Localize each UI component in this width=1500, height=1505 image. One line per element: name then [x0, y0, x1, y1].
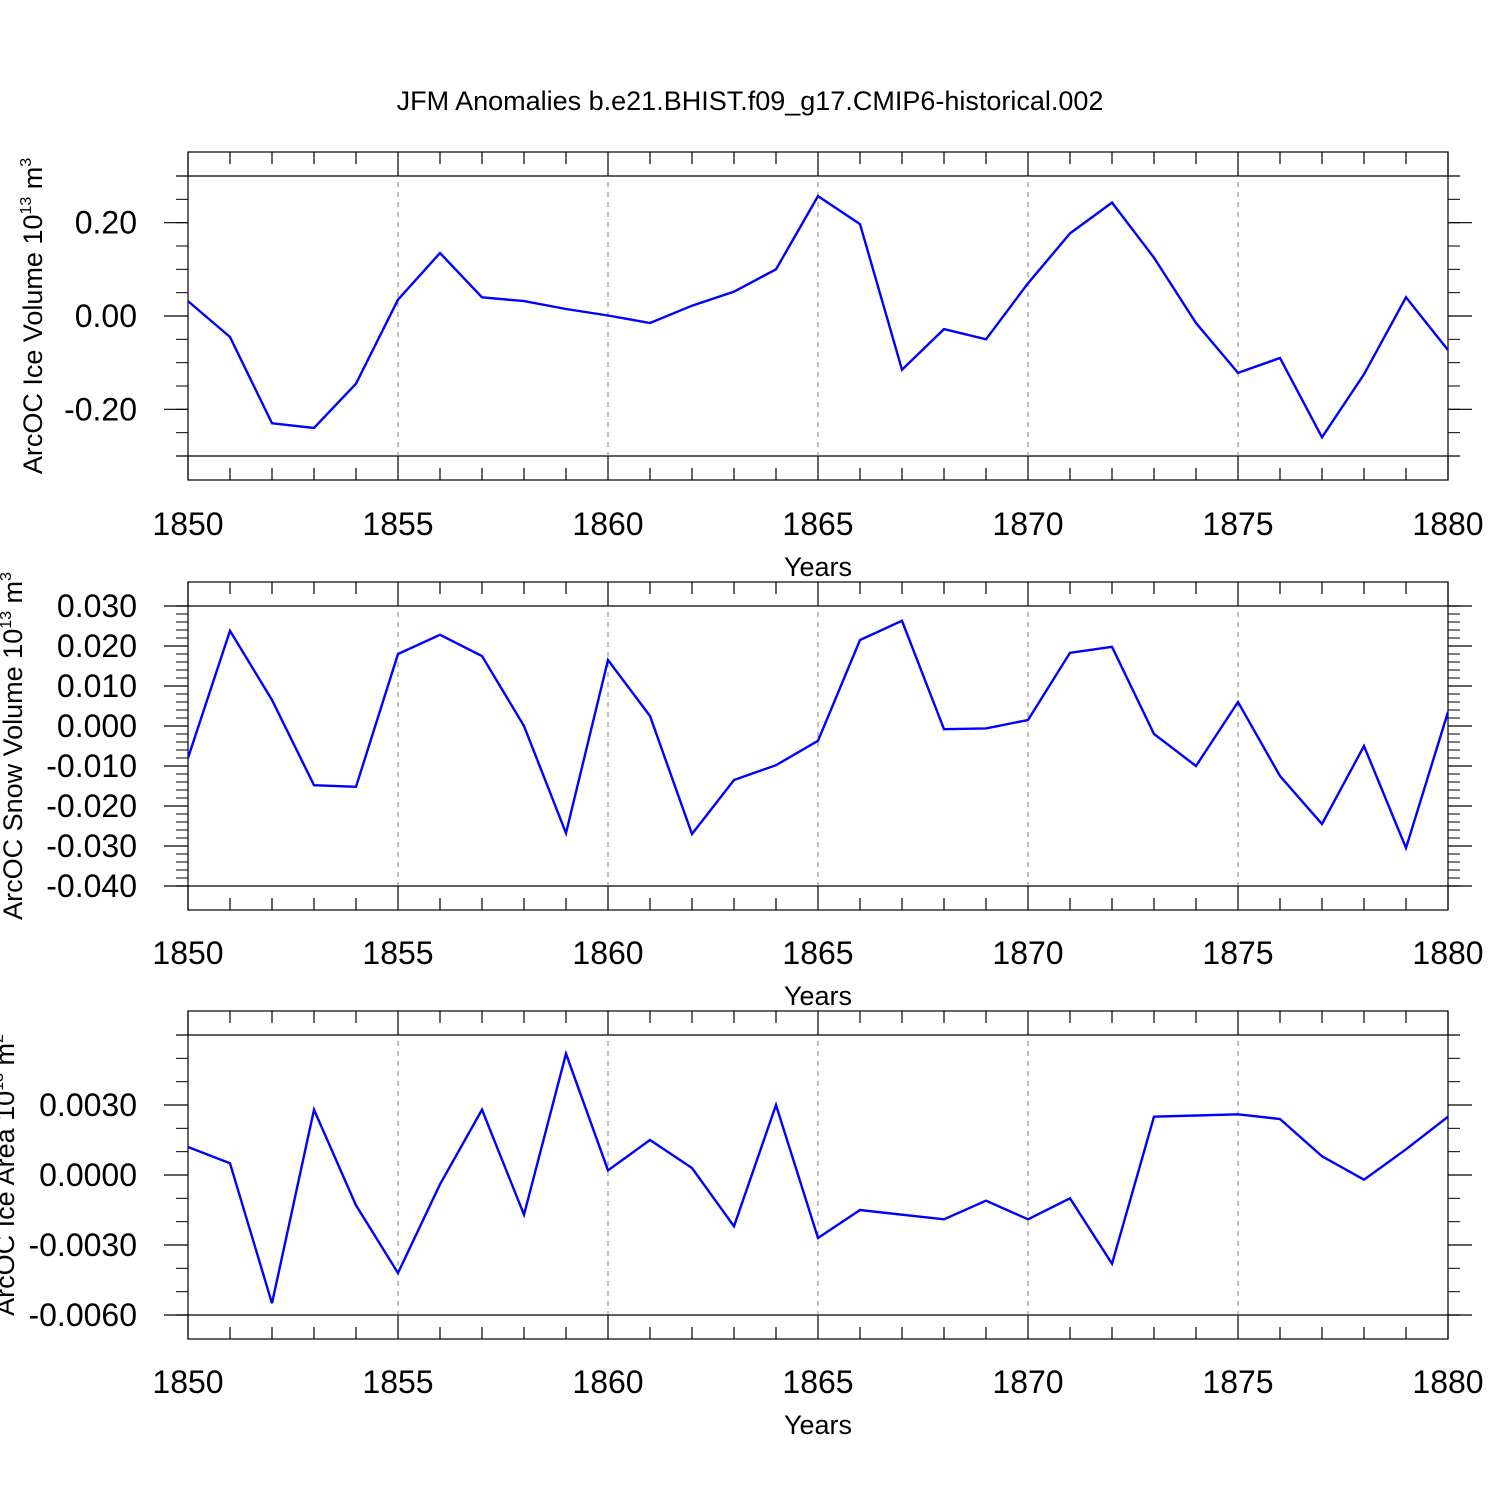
panel-2: -0.040 -0.030 -0.020 -0.010 0.000 0.010 0.020 0… — [0, 572, 1484, 1011]
x-tick-label: 1860 — [572, 1364, 643, 1400]
x-axis-label: Years — [784, 552, 852, 582]
y-tick-label: -0.040 — [46, 868, 137, 904]
y-tick-label: 0.20 — [75, 205, 137, 241]
y-axis-label: ArcOC Ice Area 1013 m2 — [0, 1034, 20, 1316]
x-tick-label: 1865 — [782, 1364, 853, 1400]
chart-title: JFM Anomalies b.e21.BHIST.f09_g17.CMIP6-… — [397, 86, 1104, 116]
y-tick-label: 0.010 — [57, 668, 137, 704]
series-line — [188, 619, 1448, 852]
x-tick-label: 1865 — [782, 935, 853, 971]
y-tick-label: 0.000 — [57, 708, 137, 744]
y-tick-label: -0.010 — [46, 748, 137, 784]
x-axis-label: Years — [784, 981, 852, 1011]
y-tick-label: 0.0030 — [39, 1087, 137, 1123]
y-axis-label: ArcOC Ice Volume 1013 m3 — [18, 158, 48, 474]
series-line — [188, 1049, 1448, 1304]
panel-3: -0.0060 -0.0030 0.0000 0.0030 1850 1855 1860 18… — [0, 1010, 1484, 1440]
x-tick-label: 1850 — [152, 506, 223, 542]
x-tick-label: 1850 — [152, 935, 223, 971]
x-tick-label: 1880 — [1412, 506, 1483, 542]
y-tick-label: -0.020 — [46, 788, 137, 824]
y-tick-label: 0.0000 — [39, 1157, 137, 1193]
series-line — [188, 194, 1448, 440]
x-tick-label: 1870 — [992, 506, 1063, 542]
x-axis-label: Years — [784, 1410, 852, 1440]
x-tick-label: 1860 — [572, 935, 643, 971]
y-tick-label: -0.0060 — [28, 1297, 137, 1333]
y-axis-label: ArcOC Snow Volume 1013 m3 — [0, 572, 28, 920]
y-tick-label: -0.0030 — [28, 1227, 137, 1263]
y-tick-label: -0.030 — [46, 828, 137, 864]
x-tick-label: 1855 — [362, 506, 433, 542]
x-tick-label: 1875 — [1202, 935, 1273, 971]
chart-panels: -0.20 0.00 0.20 1850 1855 1860 1865 1870 1875 188… — [0, 151, 1484, 1440]
x-tick-label: 1880 — [1412, 1364, 1483, 1400]
x-tick-label: 1855 — [362, 935, 433, 971]
x-tick-label: 1875 — [1202, 1364, 1273, 1400]
y-tick-label: 0.00 — [75, 298, 137, 334]
x-tick-label: 1870 — [992, 935, 1063, 971]
panel-1: -0.20 0.00 0.20 1850 1855 1860 1865 1870 1875 188… — [18, 151, 1484, 582]
x-tick-label: 1875 — [1202, 506, 1273, 542]
x-tick-label: 1855 — [362, 1364, 433, 1400]
x-tick-label: 1870 — [992, 1364, 1063, 1400]
y-tick-label: 0.020 — [57, 628, 137, 664]
y-tick-label: -0.20 — [64, 391, 137, 427]
y-tick-label: 0.030 — [57, 588, 137, 624]
x-tick-label: 1860 — [572, 506, 643, 542]
x-tick-label: 1850 — [152, 1364, 223, 1400]
x-tick-label: 1880 — [1412, 935, 1483, 971]
x-tick-label: 1865 — [782, 506, 853, 542]
